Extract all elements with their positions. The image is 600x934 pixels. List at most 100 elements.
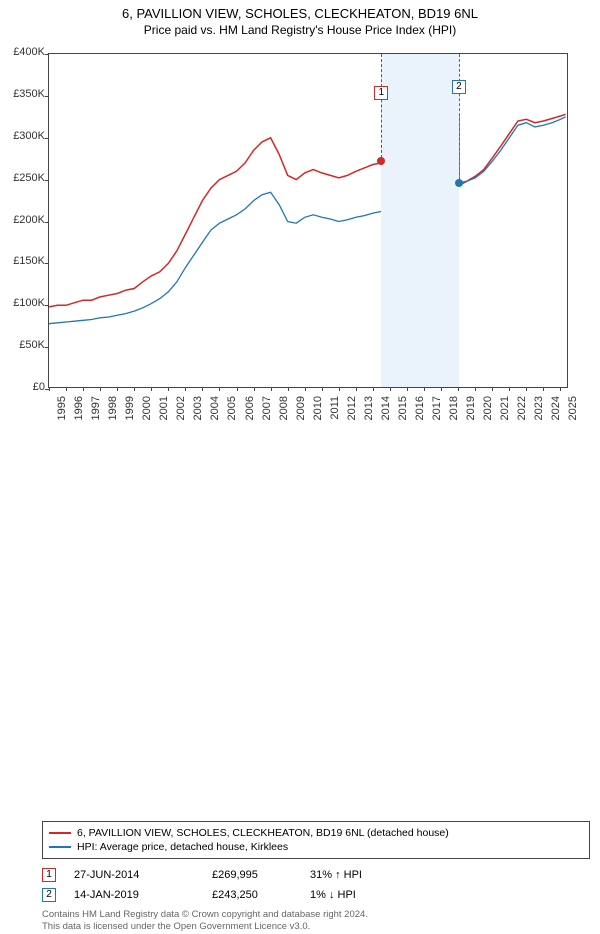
x-axis-tick-label: 2010 <box>312 396 324 420</box>
x-axis-tick-label: 2009 <box>295 396 307 420</box>
x-axis-tick-label: 1999 <box>124 396 136 420</box>
x-axis-tick <box>168 387 169 391</box>
x-axis-tick <box>237 387 238 391</box>
x-axis-tick-label: 2023 <box>534 396 546 420</box>
x-axis-tick-label: 1998 <box>107 396 119 420</box>
y-axis-tick-label: £0 <box>33 381 49 393</box>
sale-row: 2 14-JAN-2019 £243,250 1% ↓ HPI <box>42 885 590 905</box>
y-axis-tick-label: £350K <box>13 88 49 100</box>
x-axis-tick <box>288 387 289 391</box>
y-axis-tick <box>45 305 49 306</box>
y-axis-tick <box>45 96 49 97</box>
legend-swatch <box>49 846 71 848</box>
x-axis-tick-label: 2006 <box>244 396 256 420</box>
x-axis-tick <box>424 387 425 391</box>
x-axis-tick-label: 2016 <box>414 396 426 420</box>
sale-row-delta: 1% ↓ HPI <box>310 889 356 901</box>
x-axis-tick <box>373 387 374 391</box>
x-axis-tick-label: 2004 <box>210 396 222 420</box>
x-axis-tick <box>560 387 561 391</box>
x-axis-tick <box>458 387 459 391</box>
legend-row: 6, PAVILLION VIEW, SCHOLES, CLECKHEATON,… <box>49 826 583 840</box>
x-axis-tick-label: 2001 <box>159 396 171 420</box>
chart-subtitle: Price paid vs. HM Land Registry's House … <box>0 21 600 37</box>
x-axis-tick <box>390 387 391 391</box>
x-axis-tick <box>254 387 255 391</box>
y-axis-tick-label: £100K <box>13 297 49 309</box>
footnote-line-1: Contains HM Land Registry data © Crown c… <box>42 909 590 921</box>
footnote: Contains HM Land Registry data © Crown c… <box>42 905 590 934</box>
sale-dot <box>455 179 463 187</box>
x-axis-tick-label: 2000 <box>141 396 153 420</box>
legend-swatch <box>49 832 71 834</box>
y-axis-tick <box>45 138 49 139</box>
x-axis-tick <box>475 387 476 391</box>
x-axis-tick <box>492 387 493 391</box>
x-axis-tick-label: 2025 <box>568 396 580 420</box>
chart-title: 6, PAVILLION VIEW, SCHOLES, CLECKHEATON,… <box>0 0 600 21</box>
x-axis-tick-label: 2014 <box>380 396 392 420</box>
y-axis-tick-label: £150K <box>13 255 49 267</box>
sale-row-price: £243,250 <box>212 889 292 901</box>
x-axis-tick <box>66 387 67 391</box>
series-line <box>49 117 566 324</box>
sale-row: 127-JUN-2014£269,99531% ↑ HPI <box>42 865 590 885</box>
x-axis-tick <box>322 387 323 391</box>
chart-container: £0£50K£100K£150K£200K£250K£300K£350K£400… <box>6 45 594 440</box>
x-axis-tick-label: 2022 <box>517 396 529 420</box>
y-axis-tick <box>45 347 49 348</box>
series-line <box>49 114 566 307</box>
x-axis-tick <box>305 387 306 391</box>
x-axis-tick <box>441 387 442 391</box>
x-axis-tick <box>185 387 186 391</box>
x-axis-tick <box>83 387 84 391</box>
x-axis-tick-label: 2019 <box>465 396 477 420</box>
legend: 6, PAVILLION VIEW, SCHOLES, CLECKHEATON,… <box>42 821 590 859</box>
y-axis-tick <box>45 222 49 223</box>
plot-area: £0£50K£100K£150K£200K£250K£300K£350K£400… <box>48 53 568 388</box>
x-axis-tick <box>356 387 357 391</box>
y-axis-tick-label: £250K <box>13 172 49 184</box>
x-axis-tick-label: 2003 <box>193 396 205 420</box>
y-axis-tick <box>45 263 49 264</box>
x-axis-tick-label: 2013 <box>363 396 375 420</box>
x-axis-tick <box>271 387 272 391</box>
sale-dot <box>377 157 385 165</box>
sale-row-price: £269,995 <box>212 869 292 881</box>
x-axis-tick-label: 2021 <box>500 396 512 420</box>
x-axis-tick <box>509 387 510 391</box>
x-axis-tick <box>151 387 152 391</box>
x-axis-tick-label: 2011 <box>329 396 341 420</box>
x-axis-tick-label: 2005 <box>227 396 239 420</box>
x-axis-tick-label: 2012 <box>346 396 358 420</box>
legend-label: HPI: Average price, detached house, Kirk… <box>77 841 288 853</box>
y-axis-tick <box>45 180 49 181</box>
x-axis-tick <box>134 387 135 391</box>
sale-row-date: 14-JAN-2019 <box>74 889 194 901</box>
sale-marker-box: 1 <box>374 86 388 100</box>
x-axis-tick-label: 2020 <box>482 396 494 420</box>
sales-table: 127-JUN-2014£269,99531% ↑ HPI 2 14-JAN-201… <box>42 859 590 905</box>
sale-marker-box: 2 <box>452 80 466 94</box>
x-axis-tick <box>526 387 527 391</box>
y-axis-tick-label: £400K <box>13 46 49 58</box>
info-block: 6, PAVILLION VIEW, SCHOLES, CLECKHEATON,… <box>42 821 590 934</box>
x-axis-tick-label: 2017 <box>431 396 443 420</box>
x-axis-tick <box>202 387 203 391</box>
x-axis-tick-label: 2015 <box>397 396 409 420</box>
sale-row-box: 1 <box>42 868 56 882</box>
x-axis-tick-label: 2018 <box>448 396 460 420</box>
sale-row-box: 2 <box>42 888 56 902</box>
x-axis-tick <box>219 387 220 391</box>
x-axis-tick-label: 2007 <box>261 396 273 420</box>
x-axis-tick-label: 1997 <box>90 396 102 420</box>
chart-svg <box>49 54 569 389</box>
shaded-region <box>381 54 459 387</box>
x-axis-tick-label: 2024 <box>551 396 563 420</box>
x-axis-tick <box>100 387 101 391</box>
x-axis-tick <box>49 387 50 391</box>
legend-row: HPI: Average price, detached house, Kirk… <box>49 840 583 854</box>
x-axis-tick-label: 1996 <box>73 396 85 420</box>
x-axis-tick <box>407 387 408 391</box>
y-axis-tick-label: £200K <box>13 214 49 226</box>
